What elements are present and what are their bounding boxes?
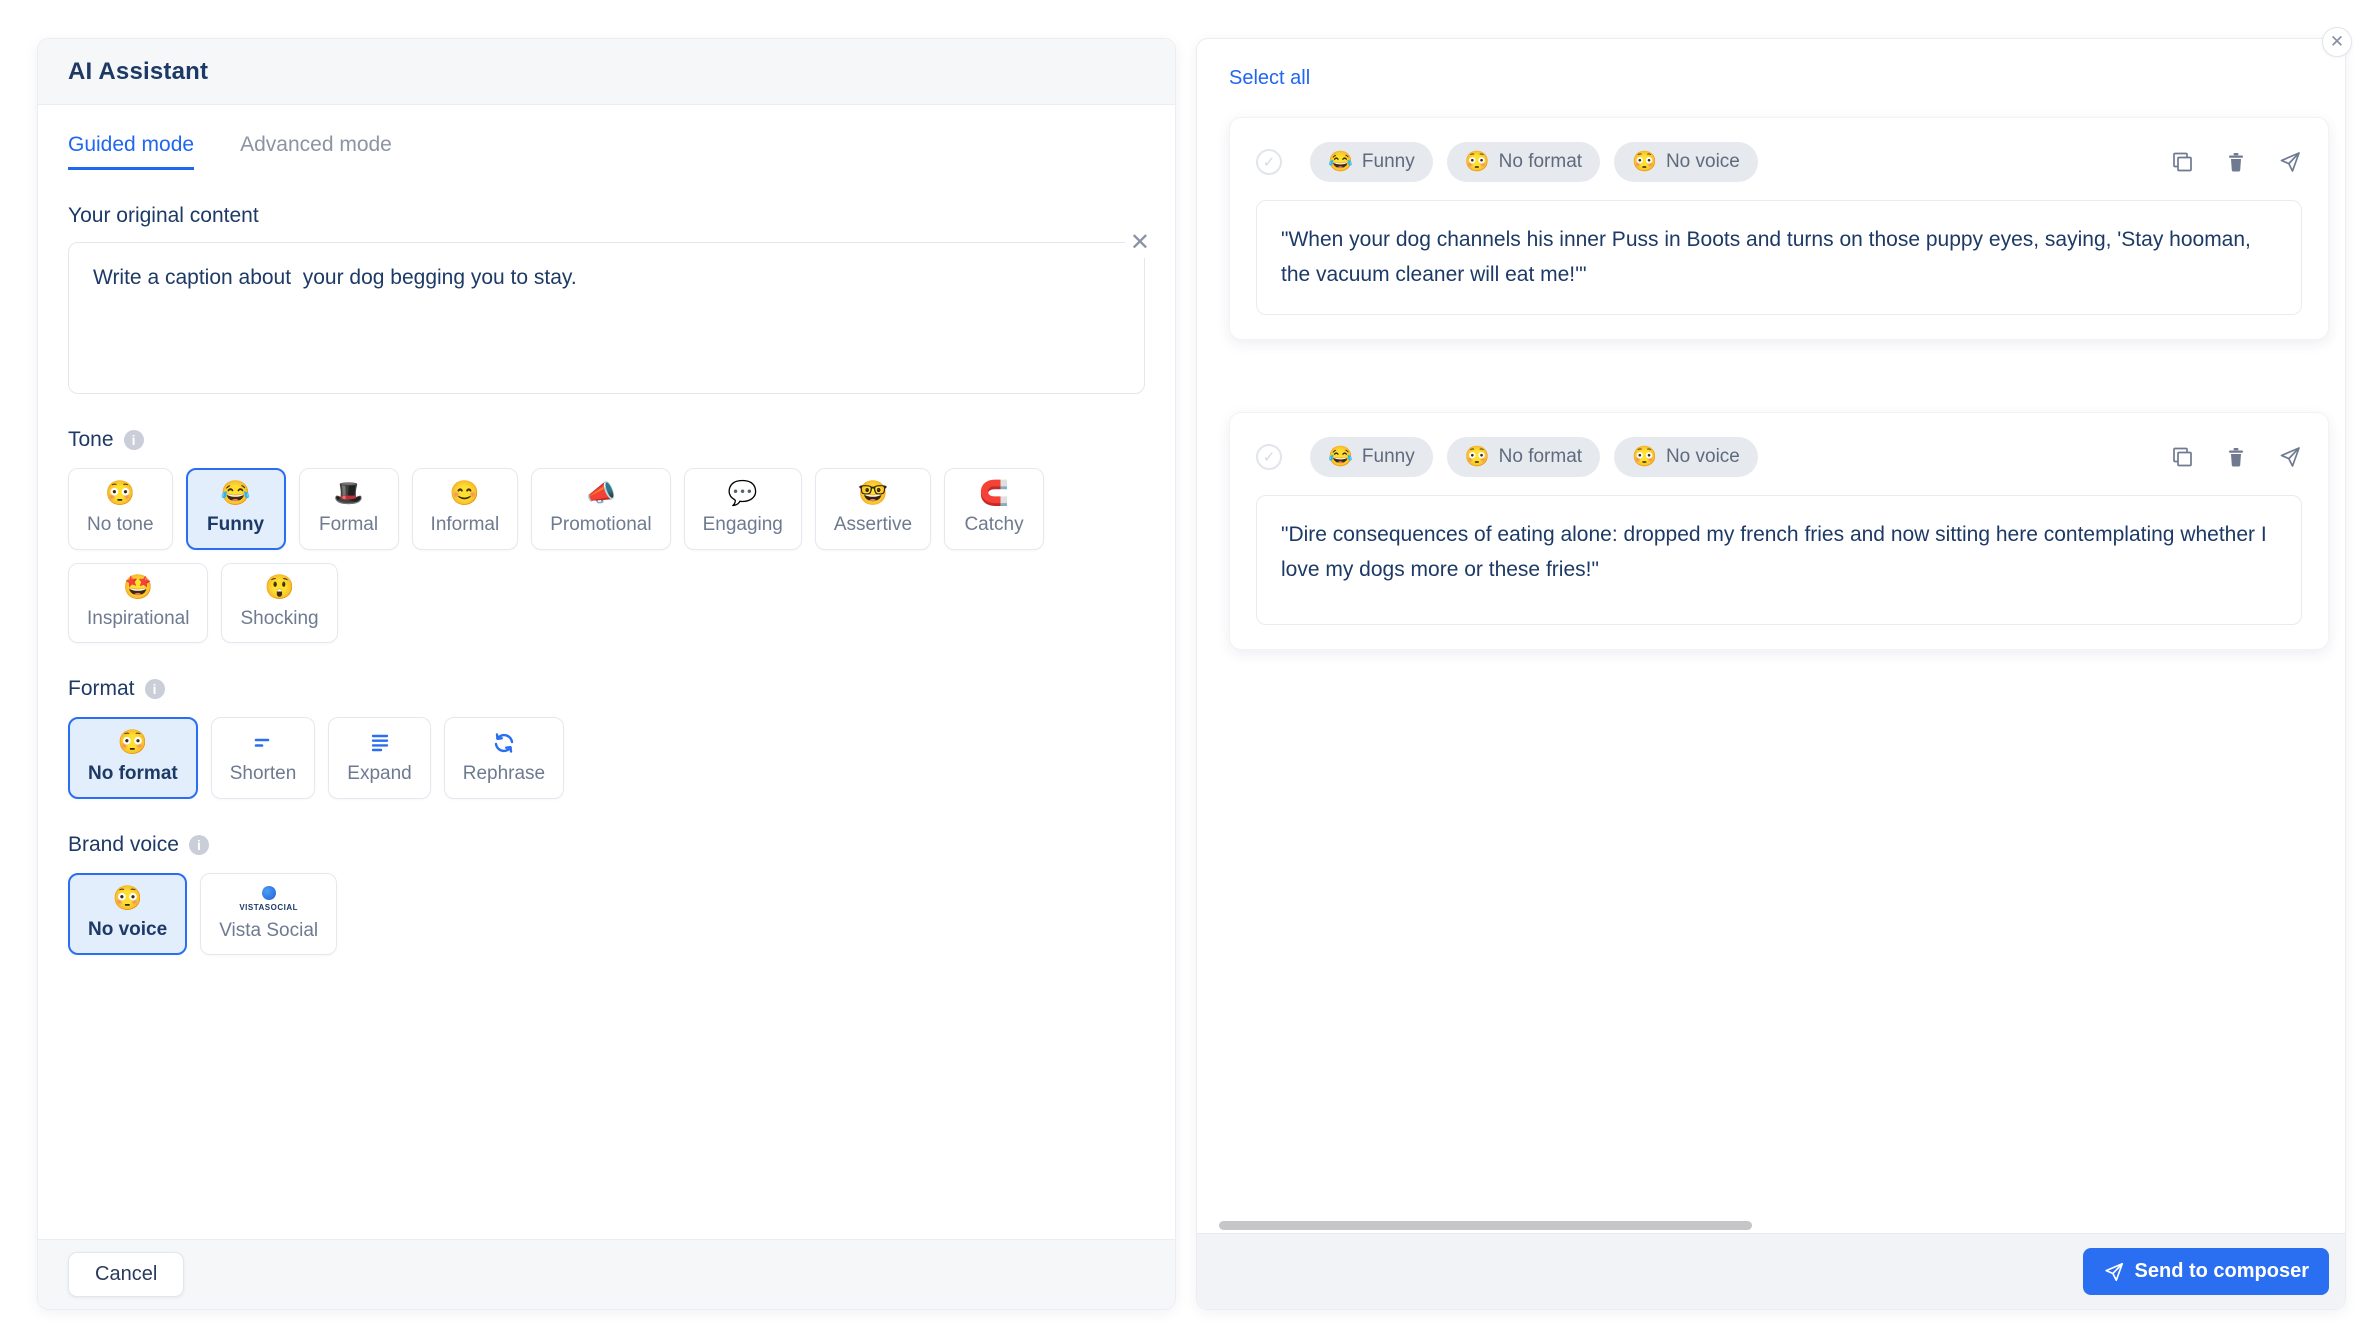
tone-option-no-tone[interactable]: 😳 No tone [68, 468, 173, 550]
send-icon [2104, 1262, 2123, 1281]
results-footer: Send to composer [1197, 1233, 2345, 1309]
send-to-composer-button[interactable]: Send to composer [2082, 1248, 2329, 1295]
clear-content-icon[interactable]: ✕ [1124, 228, 1155, 258]
format-label: Format [68, 677, 135, 700]
flushed-face-emoji: 😳 [1632, 151, 1657, 173]
tone-option-promotional[interactable]: 📣 Promotional [531, 468, 671, 550]
format-option-rephrase[interactable]: Rephrase [443, 717, 565, 799]
shorten-lines-icon [254, 738, 270, 747]
format-option-expand[interactable]: Expand [328, 717, 431, 799]
brand-voice-options: 😳 No voice VISTASOCIAL Vista Social [68, 873, 1145, 955]
result-tags: 😂 Funny 😳 No format 😳 No voice [1310, 142, 1758, 182]
brand-voice-info-icon[interactable]: i [188, 835, 209, 855]
tone-label: Tone [68, 428, 114, 451]
tone-option-engaging[interactable]: 💬 Engaging [683, 468, 802, 550]
tone-option-formal[interactable]: 🎩 Formal [298, 468, 399, 550]
rephrase-arrows-icon [494, 733, 514, 753]
star-struck-emoji: 🤩 [123, 574, 154, 601]
ai-assistant-form-panel: AI Assistant Guided mode Advanced mode Y… [37, 38, 1176, 1310]
tone-option-shocking[interactable]: 😲 Shocking [221, 563, 338, 643]
format-tag: 😳 No format [1446, 437, 1601, 478]
generated-caption: "When your dog channels his inner Puss i… [1256, 200, 2302, 316]
laughing-emoji: 😂 [220, 480, 251, 507]
laughing-emoji: 😂 [1328, 151, 1353, 173]
format-option-no-format[interactable]: 😳 No format [68, 717, 198, 799]
laughing-emoji: 😂 [1328, 446, 1353, 469]
tone-options: 😳 No tone 😂 Funny 🎩 Formal 😊 Informal 📣 [68, 468, 1145, 643]
delete-icon[interactable] [2224, 150, 2248, 174]
result-card: ✓ 😂 Funny 😳 No format 😳 No voice [1229, 117, 2329, 341]
tone-option-funny[interactable]: 😂 Funny [185, 468, 286, 550]
flushed-face-emoji: 😳 [1632, 446, 1657, 469]
original-content-box: ✕ [68, 228, 1155, 394]
close-dialog-icon[interactable]: ✕ [2322, 27, 2352, 57]
generated-caption: "Dire consequences of eating alone: drop… [1256, 495, 2302, 625]
astonished-face-emoji: 😲 [264, 574, 295, 601]
result-card: ✓ 😂 Funny 😳 No format 😳 No voice [1229, 412, 2329, 650]
cancel-button[interactable]: Cancel [68, 1252, 185, 1297]
voice-tag: 😳 No voice [1614, 142, 1758, 182]
results-panel: ✕ Select all ✓ 😂 Funny 😳 No format [1196, 27, 2352, 1310]
format-option-shorten[interactable]: Shorten [210, 717, 316, 799]
format-options: 😳 No format Shorten Expand [68, 717, 1145, 799]
mode-tabs: Guided mode Advanced mode [68, 133, 1145, 170]
speech-balloon-emoji: 💬 [727, 480, 758, 507]
format-info-icon[interactable]: i [144, 679, 165, 699]
magnet-emoji: 🧲 [979, 480, 1009, 507]
tone-info-icon[interactable]: i [123, 430, 144, 450]
top-hat-emoji: 🎩 [333, 480, 364, 507]
voice-option-vista-social[interactable]: VISTASOCIAL Vista Social [200, 873, 338, 955]
send-icon[interactable] [2278, 445, 2302, 469]
brand-voice-label: Brand voice [68, 833, 179, 856]
copy-icon[interactable] [2170, 150, 2194, 174]
result-checkbox[interactable]: ✓ [1256, 444, 1282, 471]
select-all-link[interactable]: Select all [1229, 67, 1311, 89]
flushed-face-emoji: 😳 [117, 729, 148, 756]
expand-lines-icon [371, 734, 388, 752]
voice-option-no-voice[interactable]: 😳 No voice [68, 873, 188, 955]
tone-option-informal[interactable]: 😊 Informal [411, 468, 519, 550]
nerd-face-emoji: 🤓 [858, 480, 888, 507]
vista-social-logo: VISTASOCIAL [239, 886, 298, 912]
dialog-header: AI Assistant [38, 39, 1175, 105]
dialog-title: AI Assistant [68, 57, 209, 85]
voice-tag: 😳 No voice [1614, 437, 1758, 478]
flushed-face-emoji: 😳 [112, 885, 143, 912]
result-checkbox[interactable]: ✓ [1256, 149, 1282, 175]
copy-icon[interactable] [2170, 445, 2194, 469]
form-footer: Cancel [38, 1239, 1175, 1309]
tone-option-catchy[interactable]: 🧲 Catchy [944, 468, 1045, 550]
horizontal-scrollbar[interactable] [1219, 1221, 1752, 1230]
tone-tag: 😂 Funny [1310, 437, 1433, 478]
original-content-label: Your original content [68, 204, 259, 227]
tone-tag: 😂 Funny [1310, 142, 1433, 182]
tab-guided-mode[interactable]: Guided mode [68, 133, 195, 170]
original-content-input[interactable] [93, 263, 1120, 373]
flushed-face-emoji: 😳 [1464, 446, 1490, 469]
format-tag: 😳 No format [1446, 142, 1601, 182]
delete-icon[interactable] [2224, 445, 2248, 469]
tone-option-assertive[interactable]: 🤓 Assertive [814, 468, 932, 550]
tone-option-inspirational[interactable]: 🤩 Inspirational [68, 563, 209, 643]
result-tags: 😂 Funny 😳 No format 😳 No voice [1310, 437, 1758, 478]
flushed-face-emoji: 😳 [105, 480, 136, 507]
megaphone-emoji: 📣 [585, 480, 616, 507]
send-icon[interactable] [2278, 150, 2302, 174]
tab-advanced-mode[interactable]: Advanced mode [240, 133, 392, 156]
flushed-face-emoji: 😳 [1464, 151, 1490, 173]
smiling-face-emoji: 😊 [449, 480, 480, 507]
